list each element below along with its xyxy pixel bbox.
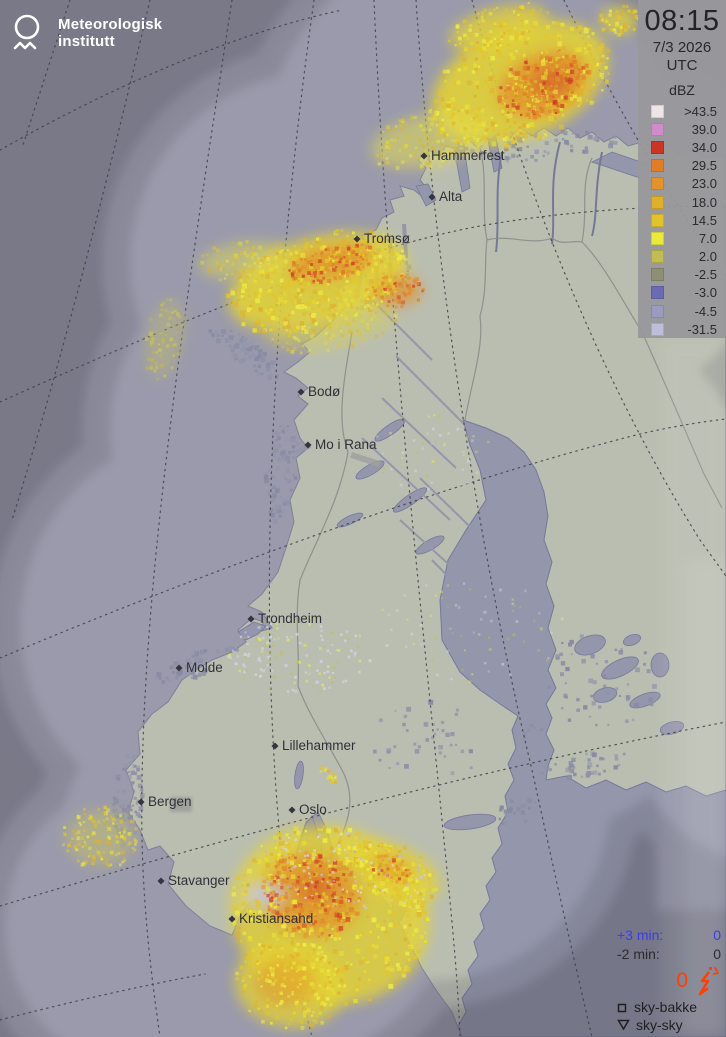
- legend-swatch: [651, 322, 664, 336]
- legend-swatch: [651, 231, 664, 245]
- city-labels: Hammerfest Alta Tromsø Bodø Mo i Rana Trondhe…: [137, 148, 505, 926]
- lightning-count: 0: [676, 969, 688, 992]
- city-label: Hammerfest: [431, 148, 505, 163]
- city-label: Bergen: [148, 794, 192, 809]
- legend-row: 18.0: [638, 193, 726, 211]
- city-label: Stavanger: [168, 873, 230, 888]
- legend-row: -31.5: [638, 320, 726, 338]
- lightning-icon: [698, 967, 719, 996]
- legend-value: 7.0: [698, 230, 717, 246]
- legend-swatch: [651, 159, 664, 173]
- legend-swatch: [651, 104, 664, 118]
- legend-row: 2.0: [638, 248, 726, 266]
- logo-line1: Meteorologisk: [58, 16, 163, 33]
- city-marker: Kristiansand: [228, 911, 313, 926]
- legend-swatch: [651, 140, 664, 154]
- clock-time: 08:15: [644, 5, 720, 37]
- lightning-cloud-label: sky-sky: [636, 1017, 683, 1033]
- legend-value: -3.0: [694, 285, 717, 301]
- clock-timezone: UTC: [666, 57, 698, 74]
- legend-value: -31.5: [687, 321, 717, 337]
- legend-row: 7.0: [638, 229, 726, 247]
- city-label: Lillehammer: [282, 738, 356, 753]
- city-label: Oslo: [299, 802, 327, 817]
- city-marker: Lillehammer: [271, 738, 356, 753]
- city-label: Trondheim: [258, 611, 322, 626]
- legend-value: 34.0: [691, 139, 717, 155]
- city-label: Kristiansand: [239, 911, 313, 926]
- legend-row: >43.5: [638, 102, 726, 120]
- city-marker: Stavanger: [157, 873, 230, 888]
- met-logo: Meteorologisk institutt: [12, 12, 162, 58]
- legend-row: -2.5: [638, 266, 726, 284]
- legend-swatch: [651, 286, 664, 300]
- legend-value: 29.5: [691, 158, 717, 174]
- legend-row: 34.0: [638, 138, 726, 156]
- legend-value: 18.0: [691, 194, 717, 210]
- legend-swatch: [651, 177, 664, 191]
- met-logo-icon: [13, 14, 40, 50]
- triangle-symbol-icon: [617, 1019, 630, 1031]
- legend-swatch: [651, 268, 664, 282]
- legend-value: 39.0: [691, 121, 717, 137]
- legend-swatch: [651, 304, 664, 318]
- legend-rows: >43.5 39.0 34.0 29.5 23.0 18.0 14.5 7.0 2.0 -2.5 -…: [638, 102, 726, 338]
- legend-value: >43.5: [684, 103, 717, 119]
- back-step-label[interactable]: -2 min:: [617, 946, 660, 962]
- precipitation-echoes: [62, 2, 642, 1030]
- forward-step-value: 0: [713, 927, 721, 943]
- city-label: Tromsø: [364, 231, 410, 246]
- legend-row: 29.5: [638, 157, 726, 175]
- city-marker: Oslo: [288, 802, 327, 817]
- city-marker: Molde: [175, 660, 223, 675]
- city-marker: Mo i Rana: [304, 437, 377, 452]
- forward-step-label[interactable]: +3 min:: [617, 927, 664, 943]
- legend-value: 14.5: [691, 212, 717, 228]
- forward-step-control[interactable]: +3 min: 0: [617, 926, 721, 945]
- legend-row: 23.0: [638, 175, 726, 193]
- legend-swatch: [651, 250, 664, 264]
- legend-value: 23.0: [691, 176, 717, 192]
- legend-value: 2.0: [698, 249, 717, 265]
- legend-value: -2.5: [694, 267, 717, 283]
- clock-date: 7/3 2026: [652, 39, 712, 56]
- city-marker: Tromsø: [353, 231, 410, 246]
- back-step-control[interactable]: -2 min: 0: [617, 945, 721, 964]
- city-label: Molde: [186, 660, 223, 675]
- city-marker: Bergen: [137, 794, 192, 809]
- legend-row: 39.0: [638, 120, 726, 138]
- city-label: Mo i Rana: [315, 437, 377, 452]
- legend-swatch: [651, 195, 664, 209]
- legend-swatch: [651, 213, 664, 227]
- lightning-counter: 0: [617, 966, 719, 996]
- animation-controls: +3 min: 0 -2 min: 0 0 sky-bakke: [617, 926, 721, 1034]
- city-label: Alta: [439, 189, 463, 204]
- legend-unit: dBZ: [669, 82, 695, 98]
- lightning-legend-cloud[interactable]: sky-sky: [617, 1016, 721, 1034]
- city-marker: Bodø: [297, 384, 340, 399]
- legend-row: 14.5: [638, 211, 726, 229]
- city-marker: Hammerfest: [420, 148, 505, 163]
- back-step-value: 0: [713, 946, 721, 962]
- lightning-ground-label: sky-bakke: [634, 999, 698, 1015]
- city-marker: Trondheim: [247, 611, 322, 626]
- city-marker: Alta: [428, 189, 463, 204]
- east-coverage-strip-2: [684, 560, 726, 1037]
- lightning-legend-ground[interactable]: sky-bakke: [617, 998, 721, 1016]
- city-label: Bodø: [308, 384, 340, 399]
- legend-value: -4.5: [694, 303, 717, 319]
- logo-line2: institutt: [58, 33, 115, 50]
- legend-row: -4.5: [638, 302, 726, 320]
- legend-swatch: [651, 122, 664, 136]
- legend-panel: 08:15 7/3 2026 UTC dBZ >43.5 39.0 34.0 29.5…: [638, 0, 726, 338]
- legend-row: -3.0: [638, 284, 726, 302]
- map-artifacts: [170, 452, 381, 812]
- square-symbol-icon: [617, 1003, 627, 1012]
